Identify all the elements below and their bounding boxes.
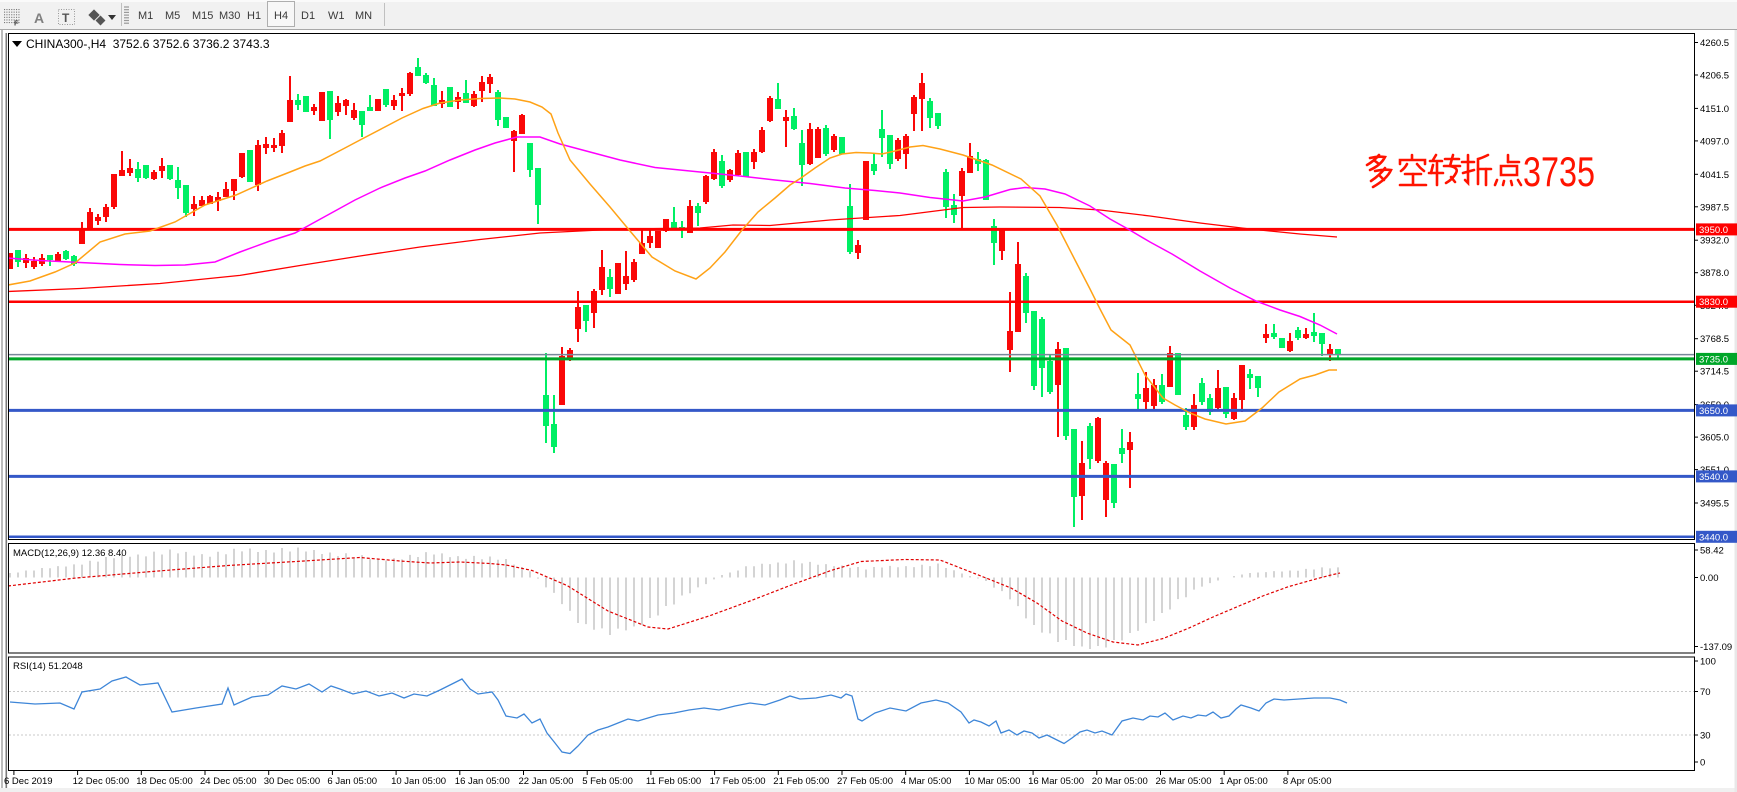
svg-text:0: 0 [1700,758,1705,769]
svg-text:F: F [14,19,19,28]
svg-text:4260.5: 4260.5 [1700,38,1729,49]
svg-text:12 Dec 05:00: 12 Dec 05:00 [73,776,130,787]
svg-text:1 Apr 05:00: 1 Apr 05:00 [1219,776,1268,787]
svg-text:3735.0: 3735.0 [1699,354,1728,365]
svg-text:D1: D1 [301,10,315,22]
svg-text:3735: 3735 [1523,148,1595,195]
svg-text:3830.0: 3830.0 [1699,297,1728,308]
svg-text:8 Apr 05:00: 8 Apr 05:00 [1283,776,1332,787]
svg-text:3650.0: 3650.0 [1699,406,1728,417]
svg-text:MN: MN [355,10,372,22]
svg-text:4 Mar 05:00: 4 Mar 05:00 [901,776,952,787]
svg-text:4151.0: 4151.0 [1700,104,1729,115]
svg-text:10 Mar 05:00: 10 Mar 05:00 [964,776,1020,787]
svg-text:W1: W1 [328,10,345,22]
svg-text:CHINA300-,H4 3752.6 3752.6 37: CHINA300-,H4 3752.6 3752.6 3736.2 3743.3 [26,37,270,51]
svg-text:5 Feb 05:00: 5 Feb 05:00 [582,776,633,787]
svg-text:20 Mar 05:00: 20 Mar 05:00 [1092,776,1148,787]
svg-text:6 Jan 05:00: 6 Jan 05:00 [327,776,377,787]
svg-text:10 Jan 05:00: 10 Jan 05:00 [391,776,446,787]
svg-text:RSI(14) 51.2048: RSI(14) 51.2048 [13,661,83,672]
svg-text:3605.0: 3605.0 [1700,433,1729,444]
svg-text:4097.0: 4097.0 [1700,136,1729,147]
svg-text:21 Feb 05:00: 21 Feb 05:00 [773,776,829,787]
svg-text:M15: M15 [192,10,213,22]
svg-text:3440.0: 3440.0 [1699,532,1728,543]
svg-text:16 Mar 05:00: 16 Mar 05:00 [1028,776,1084,787]
svg-text:H1: H1 [247,10,261,22]
svg-text:M1: M1 [138,10,153,22]
svg-text:3768.5: 3768.5 [1700,334,1729,345]
svg-text:17 Feb 05:00: 17 Feb 05:00 [710,776,766,787]
svg-text:A: A [34,10,44,26]
svg-text:6 Dec 2019: 6 Dec 2019 [4,776,53,787]
svg-text:100: 100 [1700,657,1716,668]
svg-text:4041.5: 4041.5 [1700,170,1729,181]
svg-text:-137.09: -137.09 [1700,642,1732,653]
svg-text:3878.0: 3878.0 [1700,268,1729,279]
svg-text:M30: M30 [219,10,240,22]
svg-text:H4: H4 [274,10,288,22]
svg-text:M5: M5 [165,10,180,22]
svg-text:70: 70 [1700,687,1711,698]
svg-text:26 Mar 05:00: 26 Mar 05:00 [1156,776,1212,787]
svg-text:3714.5: 3714.5 [1700,367,1729,378]
svg-text:11 Feb 05:00: 11 Feb 05:00 [646,776,701,787]
svg-text:22 Jan 05:00: 22 Jan 05:00 [519,776,574,787]
svg-text:3932.0: 3932.0 [1700,236,1729,247]
svg-text:30: 30 [1700,731,1711,742]
svg-text:3987.5: 3987.5 [1700,202,1729,213]
svg-text:27 Feb 05:00: 27 Feb 05:00 [837,776,893,787]
svg-text:30 Dec 05:00: 30 Dec 05:00 [264,776,321,787]
svg-text:16 Jan 05:00: 16 Jan 05:00 [455,776,510,787]
svg-text:MACD(12,26,9) 12.36 8.40: MACD(12,26,9) 12.36 8.40 [13,548,127,559]
svg-text:3950.0: 3950.0 [1699,225,1728,236]
svg-text:3495.5: 3495.5 [1700,499,1729,510]
svg-text:18 Dec 05:00: 18 Dec 05:00 [136,776,193,787]
svg-text:58.42: 58.42 [1700,546,1724,557]
svg-text:T: T [62,11,70,25]
svg-text:24 Dec 05:00: 24 Dec 05:00 [200,776,257,787]
svg-text:0.00: 0.00 [1700,573,1719,584]
svg-text:3540.0: 3540.0 [1699,472,1728,483]
svg-text:4206.5: 4206.5 [1700,71,1729,82]
